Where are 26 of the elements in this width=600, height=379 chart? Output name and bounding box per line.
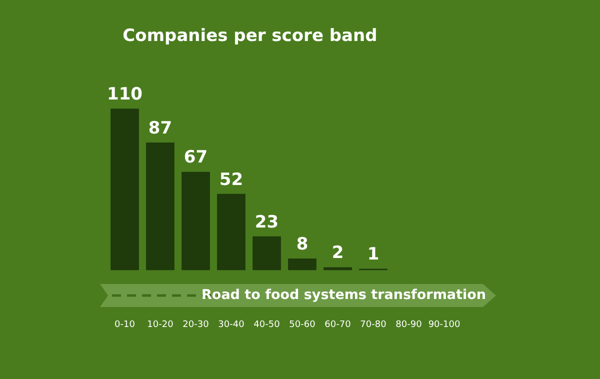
data-label: 67 (184, 148, 208, 168)
x-tick-label: 40-50 (254, 320, 280, 330)
data-label: 23 (254, 212, 279, 232)
x-tick-label: 0-10 (114, 320, 136, 330)
bar (288, 258, 316, 270)
text: Road to food systems transformation (200, 287, 486, 303)
data-label: 8 (296, 234, 308, 254)
data-label: 110 (107, 84, 143, 105)
x-tick-label: 10-20 (147, 320, 174, 330)
bar (217, 194, 246, 270)
data-label: 1 (367, 244, 380, 265)
data-label: 52 (219, 170, 244, 190)
bar (110, 108, 139, 270)
chart-title: Companies per score band (122, 26, 378, 46)
x-tick-label: 70-80 (360, 320, 387, 330)
x-tick-label: 90-100 (428, 320, 460, 330)
x-tick-label: 20-30 (182, 320, 210, 330)
data-label: 87 (148, 118, 172, 138)
bar (182, 172, 210, 270)
x-tick-label: 50-60 (289, 320, 316, 330)
x-tick-label: 60-70 (324, 320, 352, 330)
x-tick-label: 30-40 (218, 320, 245, 330)
data-label: 2 (332, 243, 344, 264)
bar (146, 142, 174, 270)
bar (252, 236, 281, 270)
x-tick-label: 80-90 (396, 320, 422, 330)
